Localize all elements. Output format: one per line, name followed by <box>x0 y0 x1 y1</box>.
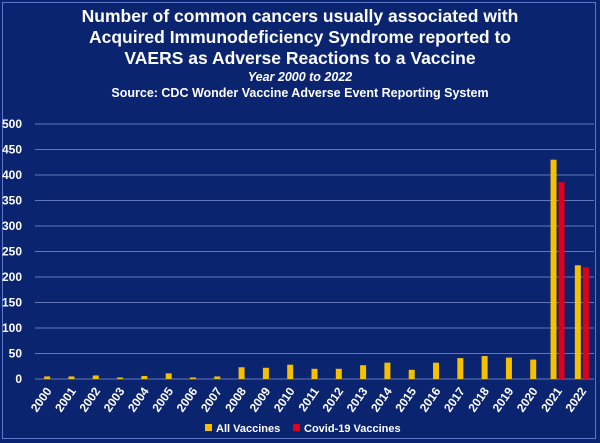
bar-all-vaccines <box>68 376 75 379</box>
y-tick-label: 250 <box>2 245 22 259</box>
bar-all-vaccines <box>117 377 124 379</box>
y-axis-ticks: 0 50 100 150 200 250 300 350 400 450 500 <box>2 117 22 386</box>
bar-all-vaccines <box>457 358 464 379</box>
x-tick-label: 2001 <box>52 384 79 414</box>
bar-all-vaccines <box>214 376 221 379</box>
legend-label: All Vaccines <box>216 423 280 435</box>
grid-lines <box>35 123 594 380</box>
bar-all-vaccines <box>165 373 172 379</box>
y-tick-label: 100 <box>2 321 22 335</box>
bar-all-vaccines <box>238 367 245 379</box>
x-tick-label: 2008 <box>222 384 249 414</box>
y-tick-label: 450 <box>2 143 22 157</box>
chart-titles: Number of common cancers usually associa… <box>0 6 600 101</box>
bar-all-vaccines <box>141 375 148 379</box>
bar-all-vaccines <box>92 375 99 379</box>
x-tick-label: 2005 <box>149 384 176 414</box>
x-tick-label: 2019 <box>490 384 517 414</box>
bar-all-vaccines <box>44 376 51 379</box>
chart-source: Source: CDC Wonder Vaccine Adverse Event… <box>111 86 489 100</box>
x-tick-label: 2022 <box>563 384 590 414</box>
chart-title-line-2: Acquired Immunodeficiency Syndrome repor… <box>88 27 512 47</box>
x-tick-label: 2016 <box>417 384 444 414</box>
bar-all-vaccines <box>550 159 557 379</box>
legend: All Vaccines Covid-19 Vaccines <box>205 423 401 435</box>
bar-all-vaccines <box>262 367 269 379</box>
y-tick-label: 200 <box>2 270 22 284</box>
bar-all-vaccines <box>433 362 440 379</box>
x-tick-label: 2018 <box>465 384 492 414</box>
chart-frame <box>2 2 596 439</box>
x-tick-label: 2017 <box>441 384 468 414</box>
legend-label: Covid-19 Vaccines <box>304 423 401 435</box>
x-tick-label: 2000 <box>28 384 55 414</box>
x-tick-label: 2006 <box>174 384 201 414</box>
y-tick-label: 0 <box>15 372 22 386</box>
bar-covid-19-vaccines <box>582 267 589 379</box>
x-tick-label: 2021 <box>538 384 565 414</box>
bar-all-vaccines <box>311 368 318 379</box>
x-tick-label: 2010 <box>271 384 298 414</box>
y-tick-label: 350 <box>2 194 22 208</box>
bar-all-vaccines <box>287 364 294 379</box>
y-tick-label: 500 <box>2 117 22 131</box>
x-tick-label: 2011 <box>296 384 323 414</box>
y-tick-label: 150 <box>2 296 22 310</box>
y-tick-label: 50 <box>9 347 23 361</box>
x-tick-label: 2015 <box>392 384 419 414</box>
x-tick-label: 2007 <box>198 384 225 414</box>
chart-title-line-3: VAERS as Adverse Reactions to a Vaccine <box>124 48 476 68</box>
x-tick-label: 2002 <box>76 384 103 414</box>
bar-all-vaccines <box>574 265 581 379</box>
x-axis-ticks: 2000200120022003200420052006200720082009… <box>28 384 590 414</box>
bar-all-vaccines <box>408 369 415 379</box>
chart-title-line-1: Number of common cancers usually associa… <box>81 6 519 26</box>
bar-all-vaccines <box>505 357 512 379</box>
legend-swatch <box>293 424 300 431</box>
bars <box>44 159 589 379</box>
bar-covid-19-vaccines <box>558 182 565 379</box>
y-tick-label: 400 <box>2 168 22 182</box>
bar-all-vaccines <box>335 368 342 379</box>
y-tick-label: 300 <box>2 219 22 233</box>
bar-all-vaccines <box>189 377 196 379</box>
x-tick-label: 2009 <box>247 384 274 414</box>
x-tick-label: 2013 <box>344 384 371 414</box>
x-tick-label: 2014 <box>368 384 395 414</box>
x-tick-label: 2020 <box>514 384 541 414</box>
bar-all-vaccines <box>384 362 391 379</box>
x-tick-label: 2012 <box>319 384 346 414</box>
x-tick-label: 2004 <box>125 384 152 414</box>
legend-swatch <box>205 424 212 431</box>
chart-subtitle: Year 2000 to 2022 <box>247 70 353 84</box>
bar-all-vaccines <box>530 359 537 379</box>
x-tick-label: 2003 <box>101 384 128 414</box>
bar-all-vaccines <box>481 356 488 379</box>
bar-all-vaccines <box>360 365 367 379</box>
